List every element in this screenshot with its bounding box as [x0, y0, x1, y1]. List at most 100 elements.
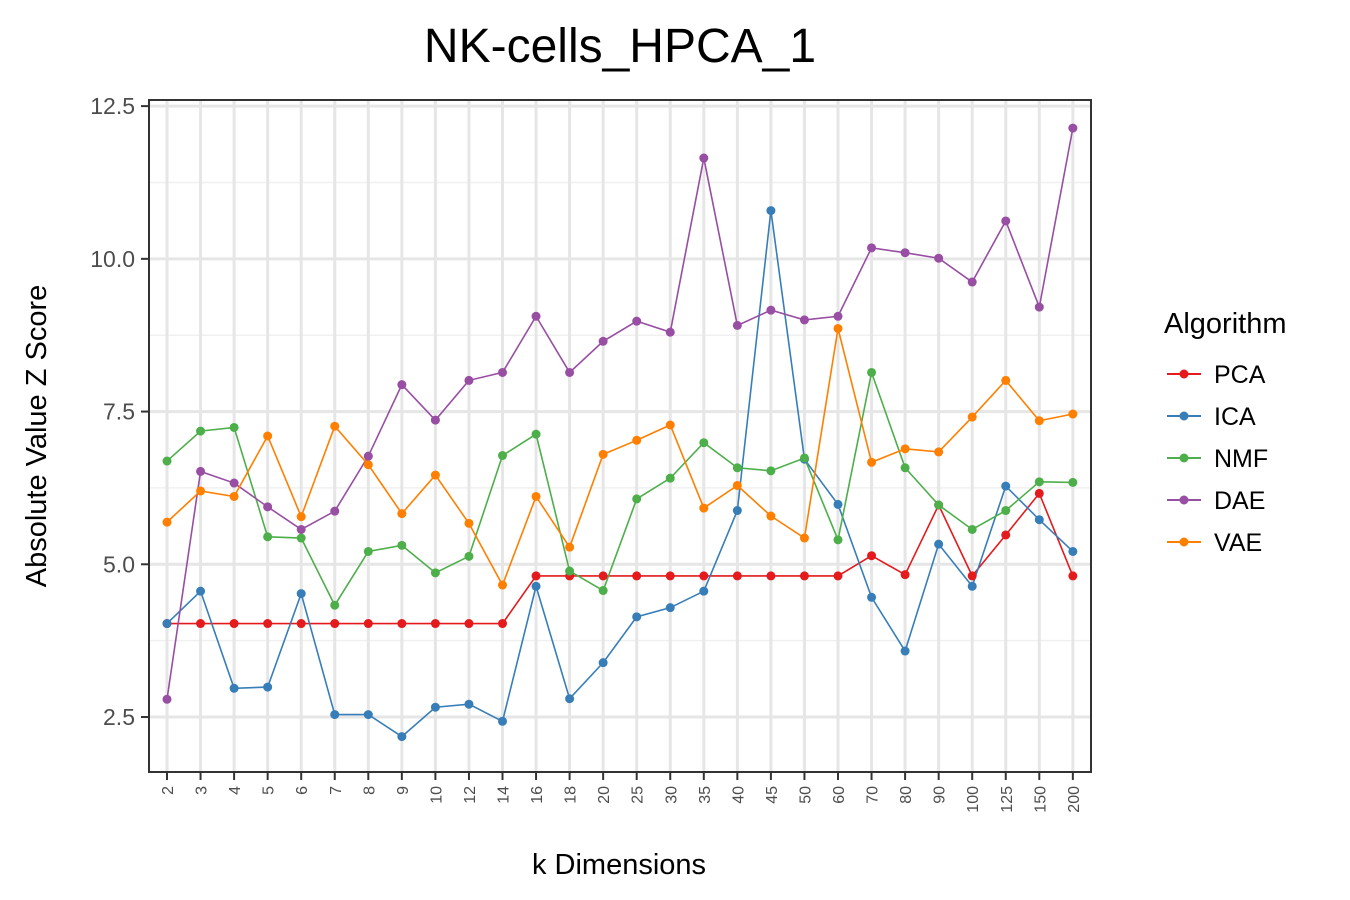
data-point-nmf — [229, 422, 239, 432]
data-point-dae — [565, 367, 575, 377]
data-point-dae — [766, 305, 776, 315]
data-point-vae — [565, 542, 575, 552]
data-point-vae — [967, 412, 977, 422]
data-point-nmf — [732, 463, 742, 473]
data-point-nmf — [1034, 477, 1044, 487]
series-points — [162, 123, 1078, 742]
data-point-ica — [229, 683, 239, 693]
data-point-ica — [263, 682, 273, 692]
legend-key-point — [1179, 495, 1189, 505]
data-point-ica — [632, 612, 642, 622]
data-point-pca — [531, 571, 541, 581]
data-point-vae — [598, 449, 608, 459]
series-lines — [166, 127, 1074, 738]
data-point-pca — [196, 619, 206, 629]
data-point-nmf — [699, 438, 709, 448]
x-tick-label: 2 — [160, 786, 177, 795]
data-point-dae — [799, 315, 809, 325]
data-point-nmf — [632, 494, 642, 504]
data-point-nmf — [263, 532, 273, 542]
data-point-ica — [699, 586, 709, 596]
data-point-dae — [430, 415, 440, 425]
data-point-pca — [598, 571, 608, 581]
data-point-vae — [330, 421, 340, 431]
data-point-vae — [732, 480, 742, 490]
data-point-vae — [665, 420, 675, 430]
data-point-nmf — [665, 473, 675, 483]
data-point-dae — [1034, 302, 1044, 312]
legend-key-point — [1179, 411, 1189, 421]
x-tick-label: 14 — [496, 786, 513, 804]
x-tick-label: 150 — [1032, 786, 1049, 813]
data-point-dae — [330, 506, 340, 516]
data-point-ica — [1001, 481, 1011, 491]
legend-label-vae: VAE — [1214, 529, 1262, 557]
data-point-vae — [799, 533, 809, 543]
data-point-pca — [1034, 488, 1044, 498]
legend: Algorithm PCA ICA NMF DAE VAE — [1164, 308, 1287, 557]
x-tick-label: 7 — [328, 786, 345, 795]
data-point-nmf — [162, 456, 172, 466]
x-axis-title: k Dimensions — [532, 849, 706, 881]
data-point-vae — [531, 491, 541, 501]
data-point-ica — [766, 206, 776, 216]
data-point-ica — [867, 592, 877, 602]
series-line-pca — [167, 491, 1074, 625]
data-point-ica — [665, 603, 675, 613]
data-point-dae — [263, 502, 273, 512]
legend-key-point — [1179, 453, 1189, 463]
series-line-ica — [166, 210, 1074, 738]
data-point-dae — [531, 311, 541, 321]
data-point-pca — [330, 619, 340, 629]
data-point-dae — [900, 248, 910, 258]
data-point-pca — [900, 570, 910, 580]
x-tick-label: 9 — [395, 786, 412, 795]
data-point-vae — [229, 491, 239, 501]
data-point-dae — [867, 243, 877, 253]
data-point-ica — [464, 699, 474, 709]
x-tick-label: 8 — [361, 786, 378, 795]
data-point-nmf — [296, 533, 306, 543]
data-point-ica — [363, 710, 373, 720]
data-point-vae — [934, 447, 944, 457]
data-point-dae — [732, 320, 742, 330]
y-tick-label: 10.0 — [90, 246, 135, 272]
data-point-vae — [430, 470, 440, 480]
plot-panel-border — [148, 99, 1092, 773]
data-point-vae — [1068, 409, 1078, 419]
y-tick-label: 7.5 — [103, 399, 135, 425]
x-tick-label: 60 — [831, 786, 848, 804]
data-point-pca — [1068, 571, 1078, 581]
data-point-dae — [598, 336, 608, 346]
data-point-nmf — [464, 551, 474, 561]
data-point-nmf — [934, 500, 944, 510]
y-axis-title: Absolute Value Z Score — [21, 285, 53, 588]
legend-label-nmf: NMF — [1214, 445, 1268, 473]
x-tick-label: 80 — [898, 786, 915, 804]
data-point-nmf — [363, 546, 373, 556]
data-point-pca — [833, 571, 843, 581]
data-point-dae — [665, 327, 675, 337]
x-tick-label: 12 — [462, 786, 479, 804]
data-point-nmf — [799, 453, 809, 463]
x-tick-label: 5 — [261, 786, 278, 795]
data-point-vae — [196, 486, 206, 496]
data-point-vae — [1001, 375, 1011, 385]
data-point-pca — [229, 619, 239, 629]
x-tick-label: 100 — [965, 786, 982, 813]
data-point-vae — [263, 431, 273, 441]
data-point-pca — [867, 551, 877, 561]
x-tick-label: 90 — [932, 786, 949, 804]
x-tick-label: 25 — [630, 786, 647, 804]
data-point-ica — [1034, 515, 1044, 525]
data-point-nmf — [867, 367, 877, 377]
data-point-ica — [498, 716, 507, 726]
data-point-ica — [162, 619, 172, 629]
y-tick-label: 5.0 — [103, 551, 135, 577]
data-point-pca — [464, 619, 474, 629]
data-point-nmf — [766, 466, 776, 476]
data-point-pca — [397, 619, 407, 629]
data-point-dae — [934, 253, 944, 263]
series-line-dae — [166, 127, 1074, 700]
series-line-vae — [166, 328, 1074, 587]
